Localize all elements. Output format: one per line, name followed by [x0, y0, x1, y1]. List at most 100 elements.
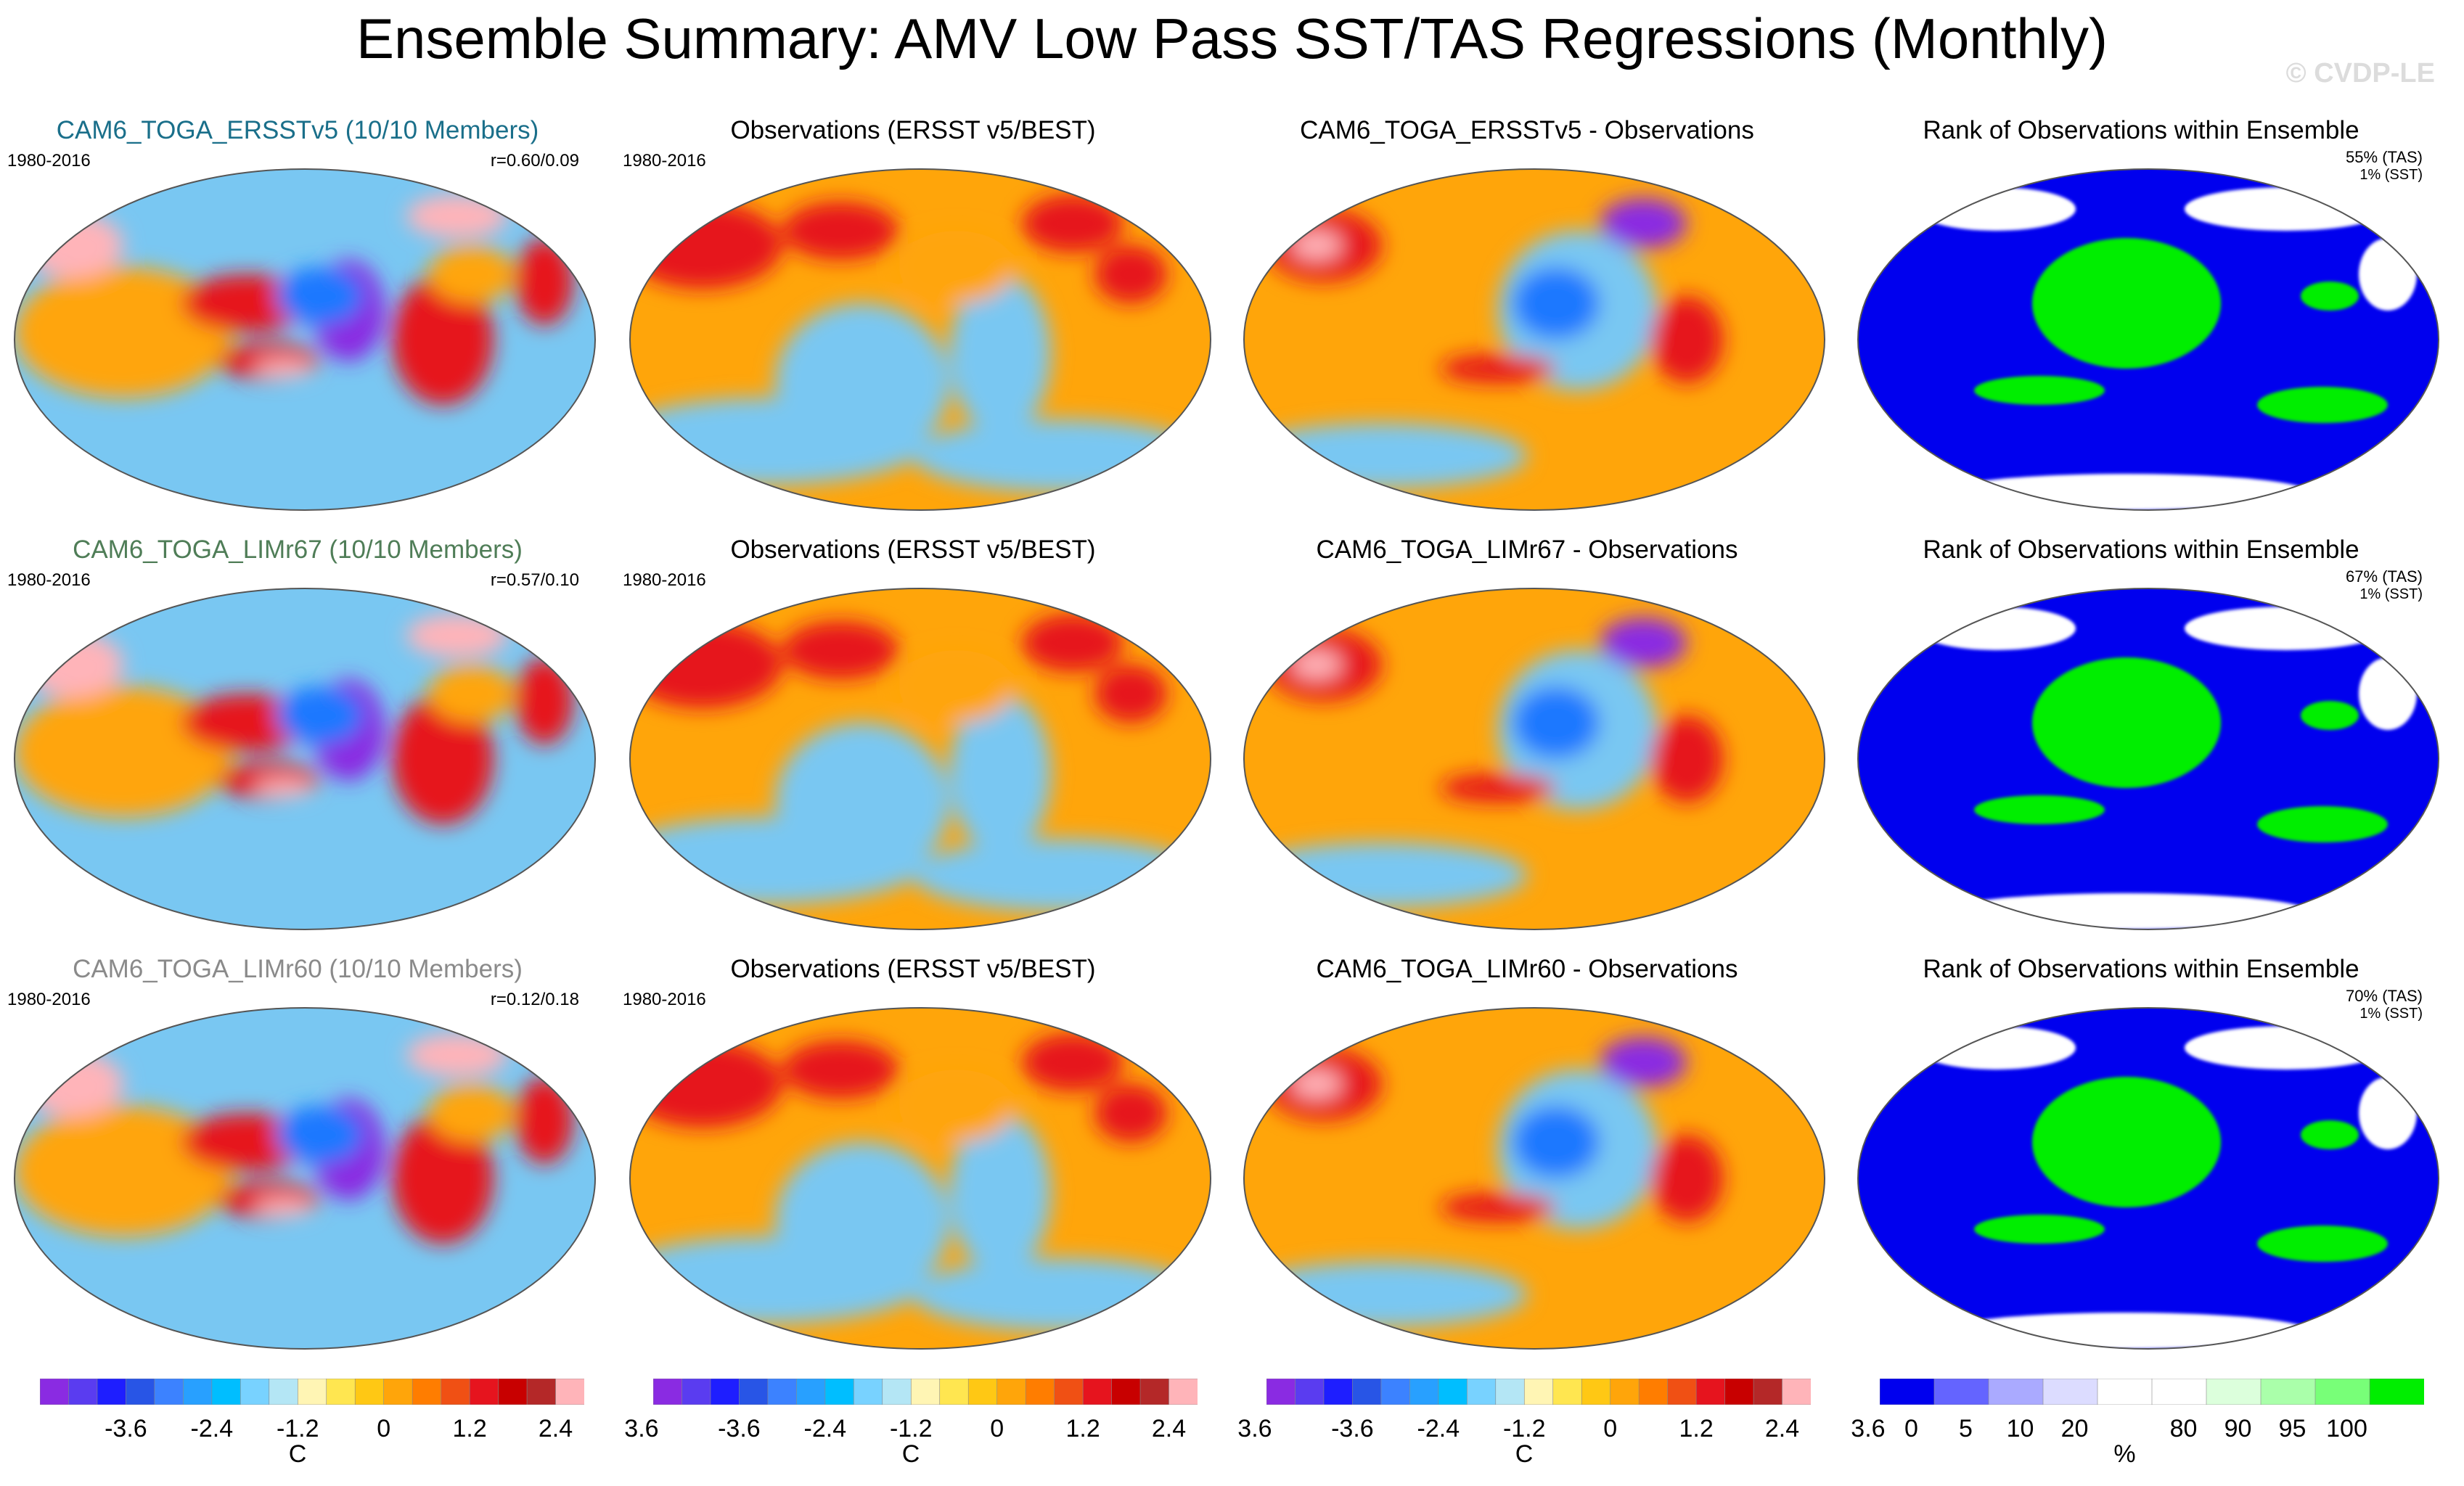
rank-panel-title: Rank of Observations within Ensemble — [1923, 116, 2359, 144]
rank-panel-title: Rank of Observations within Ensemble — [1923, 535, 2359, 564]
rank-map — [1857, 588, 2439, 930]
colorbar-tick-label: -1.2 — [1502, 1415, 1546, 1442]
colorbar-tick-label: 2.4 — [538, 1415, 573, 1442]
colorbar-swatch — [412, 1379, 442, 1405]
colorbar-swatch — [824, 1379, 855, 1405]
diff-panel-title: CAM6_TOGA_LIMr67 - Observations — [1316, 535, 1738, 564]
field-patch — [254, 360, 312, 377]
colorbar-swatch — [1638, 1379, 1669, 1405]
colorbar-swatch — [441, 1379, 470, 1405]
field-patch — [515, 1077, 573, 1164]
field-patch — [1650, 296, 1723, 383]
colorbar-tick-label: -2.4 — [1417, 1415, 1460, 1442]
model-map — [14, 588, 596, 930]
colorbar-swatch — [40, 1379, 70, 1405]
obs-map-panel-row3: Observations (ERSST v5/BEST) 1980-2016 — [615, 955, 1211, 1361]
field-patch — [428, 665, 515, 723]
colorbar-swatch — [653, 1379, 683, 1405]
map-border — [14, 168, 596, 511]
map-border — [1857, 168, 2439, 511]
colorbar-tick-label: -3.6 — [718, 1415, 761, 1442]
field-patch — [1600, 198, 1687, 249]
colorbar-tick-label: 2.4 — [1151, 1415, 1187, 1442]
field-patch — [406, 194, 508, 238]
field-patch — [15, 686, 232, 817]
colorbar-tick-label: 90 — [2224, 1415, 2252, 1442]
colorbar-swatch — [469, 1379, 499, 1405]
colorbar-swatch — [967, 1379, 998, 1405]
map-border — [629, 1007, 1211, 1350]
colorbar-tick-label: 1.2 — [1679, 1415, 1714, 1442]
field-patch — [949, 1113, 1051, 1273]
field-patch — [1974, 795, 2105, 824]
colorbar-swatch — [1667, 1379, 1697, 1405]
model-map-panel-row3: CAM6_TOGA_LIMr60 (10/10 Members) 1980-201… — [0, 955, 596, 1361]
field-patch — [1440, 1193, 1556, 1222]
colorbar-swatch — [1054, 1379, 1084, 1405]
period-label: 1980-2016 — [623, 570, 706, 590]
field-patch — [913, 1258, 1203, 1331]
colorbar-swatch — [1495, 1379, 1526, 1405]
field-patch — [1945, 1313, 2308, 1349]
obs-panel-title: Observations (ERSST v5/BEST) — [730, 955, 1096, 983]
model-panel-title: CAM6_TOGA_LIMr67 (10/10 Members) — [73, 535, 523, 564]
map-border — [629, 168, 1211, 511]
model-panel-title: CAM6_TOGA_ERSSTv5 (10/10 Members) — [56, 116, 539, 144]
colorbar-swatch — [1139, 1379, 1170, 1405]
obs-map — [629, 168, 1211, 511]
field-patch — [2257, 1226, 2388, 1262]
field-patch — [899, 231, 1015, 303]
colorbar-swatches — [653, 1379, 1198, 1405]
colorbar-swatch — [1933, 1379, 1989, 1405]
field-patch — [913, 419, 1203, 492]
colorbar-swatch — [710, 1379, 740, 1405]
colorbar-swatch — [767, 1379, 798, 1405]
field-patch — [254, 1199, 312, 1216]
field-patch — [1022, 614, 1123, 672]
colorbar-swatch — [154, 1379, 184, 1405]
field-patch — [2359, 1077, 2417, 1149]
colorbar-swatch — [2314, 1379, 2370, 1405]
colorbar-swatch — [1988, 1379, 2044, 1405]
field-patch — [949, 694, 1051, 853]
correlation-label: r=0.12/0.18 — [490, 990, 579, 1009]
colorbar-tick-label: 2.4 — [1764, 1415, 1800, 1442]
colorbar-swatch — [1695, 1379, 1726, 1405]
colorbar-swatch — [2042, 1379, 2098, 1405]
field-patch — [2185, 607, 2388, 650]
colorbar-swatch — [211, 1379, 242, 1405]
rank-map — [1857, 1007, 2439, 1350]
colorbar-2: -3.6 -2.4 -1.2 0 1.2 2.4 3.6 C — [653, 1379, 1272, 1468]
colorbar-swatch — [996, 1379, 1026, 1405]
field-patch — [1513, 686, 1600, 759]
colorbar-swatches — [1880, 1379, 2424, 1405]
field-patch — [276, 686, 363, 744]
colorbar-unit: C — [288, 1440, 307, 1468]
colorbar-swatch — [1025, 1379, 1055, 1405]
field-patch — [1974, 376, 2105, 405]
colorbar-swatch — [1552, 1379, 1583, 1405]
field-patch — [406, 614, 508, 657]
colorbar-swatch — [555, 1379, 584, 1405]
diff-map — [1243, 588, 1825, 930]
colorbar-swatch — [854, 1379, 883, 1405]
colorbar-swatches — [1266, 1379, 1811, 1405]
colorbar-swatch — [1610, 1379, 1640, 1405]
colorbar-swatch — [183, 1379, 213, 1405]
period-label: 1980-2016 — [7, 570, 91, 590]
colorbar-swatch — [1880, 1379, 1935, 1405]
colorbar-tick-label: 0 — [1904, 1415, 1918, 1442]
colorbar-swatch — [498, 1379, 528, 1405]
diff-map-panel-row2: CAM6_TOGA_LIMr67 - Observations — [1229, 535, 1825, 942]
sst-rank-percent: 1% (SST) — [2359, 586, 2423, 602]
correlation-label: r=0.60/0.09 — [490, 151, 579, 171]
field-patch — [1945, 474, 2308, 510]
field-patch — [913, 839, 1203, 911]
model-panel-title: CAM6_TOGA_LIMr60 (10/10 Members) — [73, 955, 523, 983]
field-patch — [630, 621, 782, 708]
colorbar-swatch — [240, 1379, 270, 1405]
field-patch — [2359, 238, 2417, 311]
colorbar-swatch — [2151, 1379, 2207, 1405]
colorbar-swatch — [910, 1379, 941, 1405]
colorbar-unit: C — [1515, 1440, 1534, 1468]
